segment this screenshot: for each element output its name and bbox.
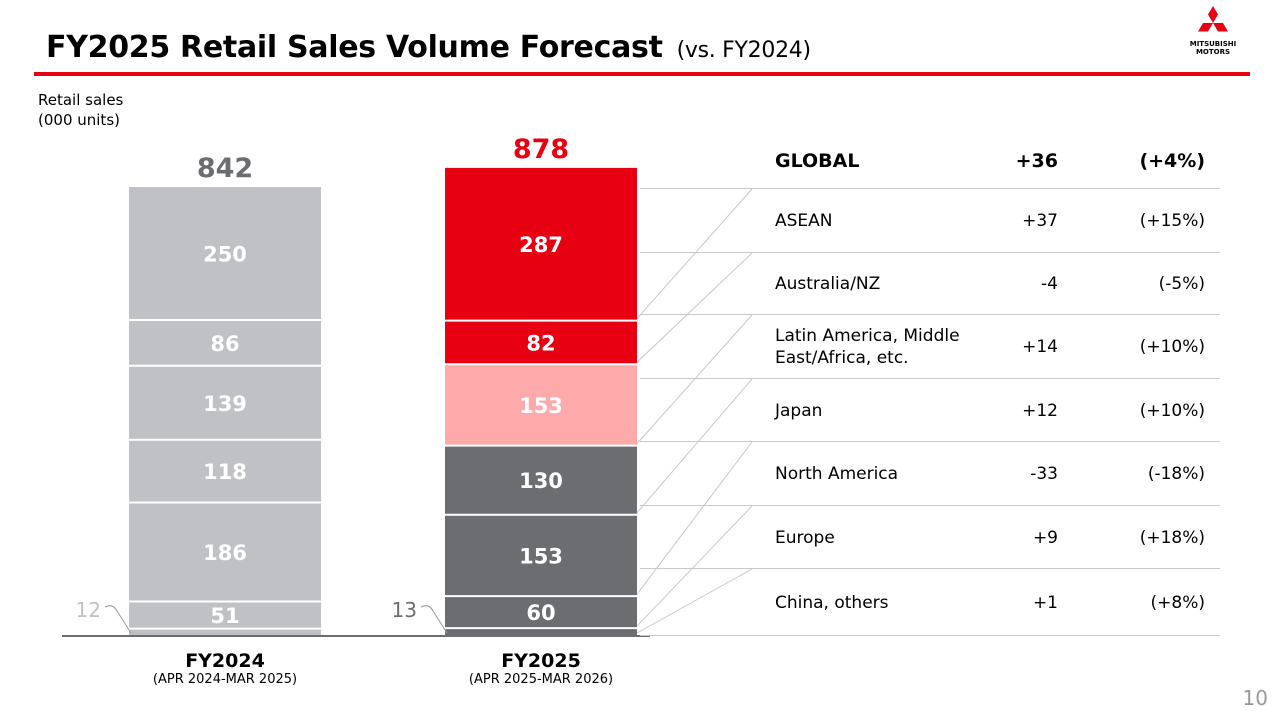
region-name: China, others <box>775 592 889 613</box>
table-row-latin-america-middle-east-africa-etc: Latin America, Middle East/Africa, etc. +1… <box>640 315 1220 379</box>
logo-line-1: MITSUBISHI <box>1189 40 1237 48</box>
leader-line <box>104 605 132 634</box>
data-label: 118 <box>203 460 247 484</box>
data-label-outside: 12 <box>76 598 101 622</box>
page-number: 10 <box>1242 686 1268 710</box>
region-delta: +37 <box>1022 211 1058 231</box>
data-label: 51 <box>210 604 239 628</box>
data-label: 139 <box>203 392 247 416</box>
data-label: 130 <box>519 469 563 493</box>
region-name-line: East/Africa, etc. <box>775 348 909 368</box>
total-label-fy2025: 878 <box>513 134 569 165</box>
region-percent: (+10%) <box>1139 337 1205 357</box>
region-delta: -33 <box>1030 464 1058 484</box>
table-row-australia-nz: Australia/NZ -4 (-5%) <box>640 253 1220 315</box>
region-name: North America <box>775 464 899 484</box>
bar-segment-fy2025-australia-nz <box>445 320 637 365</box>
region-name: Europe <box>775 527 835 548</box>
data-label: 250 <box>203 243 247 267</box>
table-row-global: GLOBAL +36 (+4%) <box>640 132 1220 189</box>
region-delta: +36 <box>1015 149 1058 172</box>
region-delta: +12 <box>1022 400 1058 421</box>
data-label: 60 <box>526 601 555 625</box>
y-axis-label-line-2: (000 units) <box>38 111 120 129</box>
connector-line <box>636 252 753 363</box>
region-percent: (+10%) <box>1139 400 1205 421</box>
bar-segment-fy2025-latin-america-middle-east-africa-etc <box>445 364 637 446</box>
y-axis-label-line-1: Retail sales <box>38 91 124 109</box>
change-table: GLOBAL +36 (+4%) ASEAN +37 (+15%) Australia/NZ… <box>640 132 1220 636</box>
region-percent: (-18%) <box>1147 464 1205 484</box>
bar-segment-fy2025-north-america <box>445 514 637 597</box>
table-row-europe: Europe +9 (+18%) <box>640 506 1220 569</box>
x-category-subtitle: (APR 2024-MAR 2025) <box>152 672 298 687</box>
region-delta: +9 <box>1032 527 1058 548</box>
title-text: FY2025 Retail Sales Volume Forecast <box>46 30 663 65</box>
data-label: 287 <box>519 233 563 257</box>
page-title: FY2025 Retail Sales Volume Forecast (vs. … <box>46 30 811 65</box>
bar-segment-fy2024-europe <box>129 601 321 629</box>
connector-line <box>636 314 753 444</box>
region-delta: -4 <box>1041 274 1058 294</box>
region-name: Australia/NZ <box>775 274 881 294</box>
logo-line-2: MOTORS <box>1195 48 1231 56</box>
bar-segment-fy2024-japan <box>129 439 321 503</box>
three-diamonds-icon <box>1198 6 1228 32</box>
data-label: 82 <box>526 331 555 355</box>
region-name: ASEAN <box>775 211 833 231</box>
x-category-subtitle: (APR 2025-MAR 2026) <box>468 672 614 687</box>
bar-segment-fy2024-australia-nz <box>129 320 321 366</box>
x-category-label-fy2024: FY2024 (APR 2024-MAR 2025) <box>105 650 345 688</box>
table-row-china-others: China, others +1 (+8%) <box>640 569 1220 636</box>
data-label: 153 <box>519 394 563 418</box>
region-name: Japan <box>775 400 823 421</box>
region-delta: +14 <box>1022 337 1058 357</box>
leader-line <box>420 605 448 634</box>
y-axis-label: Retail sales (000 units) <box>38 90 123 130</box>
bar-segment-fy2024-china-others <box>129 628 321 635</box>
x-category-title: FY2025 <box>501 650 581 672</box>
region-delta: +1 <box>1032 592 1058 613</box>
connector-line <box>636 378 753 514</box>
data-label: 186 <box>203 541 247 565</box>
bar-segment-fy2025-europe <box>445 596 637 629</box>
bar-segment-fy2024-asean <box>129 187 321 321</box>
region-name-line: Latin America, Middle <box>775 326 960 346</box>
bar-segment-fy2025-japan <box>445 445 637 515</box>
bar-segment-fy2024-latin-america-middle-east-africa-etc <box>129 365 321 440</box>
region-name: Latin America, Middle East/Africa, etc. <box>775 325 960 369</box>
data-label: 153 <box>519 544 563 568</box>
x-category-label-fy2025: FY2025 (APR 2025-MAR 2026) <box>421 650 661 688</box>
table-row-north-america: North America -33 (-18%) <box>640 442 1220 506</box>
title-subtitle: (vs. FY2024) <box>676 38 811 63</box>
bar-segment-fy2024-north-america <box>129 502 321 602</box>
data-label: 86 <box>210 332 239 356</box>
title-underline <box>34 72 1250 76</box>
table-row-japan: Japan +12 (+10%) <box>640 379 1220 442</box>
bar-segment-fy2025-asean <box>445 167 637 321</box>
mitsubishi-logo: MITSUBISHI MOTORS <box>1188 6 1238 60</box>
x-category-title: FY2024 <box>185 650 265 672</box>
total-label-fy2024: 842 <box>197 153 253 184</box>
region-percent: (+18%) <box>1139 527 1205 548</box>
table-row-asean: ASEAN +37 (+15%) <box>640 189 1220 253</box>
region-percent: (+4%) <box>1139 149 1205 172</box>
region-percent: (+8%) <box>1150 592 1205 613</box>
connector-line <box>636 505 753 627</box>
connector-line <box>636 188 753 319</box>
region-name: GLOBAL <box>775 149 860 172</box>
region-percent: (-5%) <box>1158 274 1205 294</box>
connector-line <box>636 568 753 634</box>
data-label-outside: 13 <box>392 598 417 622</box>
bar-segment-fy2025-china-others <box>445 628 637 635</box>
region-percent: (+15%) <box>1139 211 1205 231</box>
